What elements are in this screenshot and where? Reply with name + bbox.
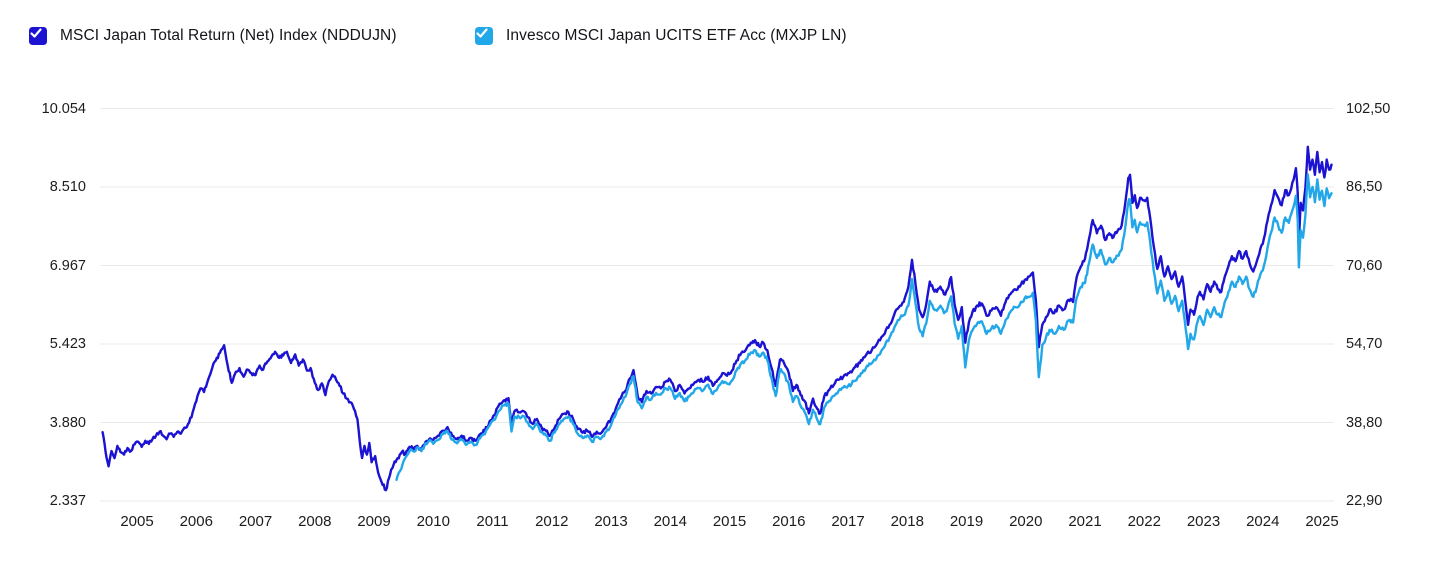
checkbox-checked-icon[interactable] [475,27,493,45]
y-axis-left-tick-label: 2.337 [49,493,86,509]
x-axis-year-tick-label: 2013 [594,513,628,530]
checkmark-icon [476,28,488,38]
x-axis-year-tick-label: 2017 [831,513,865,530]
x-axis-year-tick-label: 2019 [949,513,984,530]
legend-item-index[interactable]: MSCI Japan Total Return (Net) Index (NDD… [29,26,397,46]
y-axis-left-tick-label: 5.423 [49,336,86,353]
x-axis-year-tick-label: 2006 [179,513,213,530]
x-axis-year-tick-label: 2020 [1009,513,1043,530]
x-axis-year-tick-label: 2023 [1186,513,1221,530]
legend-label-etf: Invesco MSCI Japan UCITS ETF Acc (MXJP L… [506,27,847,44]
y-axis-right-tick-label: 22,90 [1346,493,1383,509]
y-axis-right-tick-label: 102,50 [1346,100,1391,117]
index-line-series[interactable] [101,145,1333,492]
x-axis-year-tick-label: 2018 [890,513,924,530]
x-axis-year-tick-label: 2007 [238,513,273,530]
horizontal-gridlines [100,108,1334,502]
checkbox-checked-icon[interactable] [29,27,47,45]
x-axis-year-tick-label: 2016 [772,513,806,530]
y-axis-right-tick-label: 54,70 [1346,336,1383,353]
x-axis-year-tick-label: 2009 [357,513,391,530]
x-axis-year-tick-label: 2010 [416,513,450,530]
x-axis-year-tick-label: 2022 [1127,513,1161,530]
y-axis-left-tick-label: 10.054 [41,100,86,117]
y-axis-right-tick-label: 86,50 [1346,179,1383,196]
legend-item-etf[interactable]: Invesco MSCI Japan UCITS ETF Acc (MXJP L… [475,26,847,46]
x-axis-year-tick-label: 2015 [712,513,747,530]
y-axis-left-tick-label: 3.880 [49,414,86,431]
etf-line-series[interactable] [395,173,1333,481]
x-axis-year-tick-label: 2025 [1305,513,1339,530]
legend-label-index: MSCI Japan Total Return (Net) Index (NDD… [60,27,397,44]
x-axis-year-tick-label: 2024 [1246,513,1280,530]
x-axis-year-tick-label: 2008 [298,513,332,530]
x-axis-year-tick-label: 2011 [476,513,509,530]
x-axis-year-tick-label: 2014 [653,513,687,530]
x-axis-year-tick-label: 2021 [1068,513,1102,530]
y-axis-left-tick-label: 8.510 [49,179,86,196]
y-axis-right-tick-label: 70,60 [1346,257,1383,274]
checkmark-icon [30,28,42,38]
x-axis-year-tick-label: 2005 [120,513,154,530]
y-axis-left-tick-label: 6.967 [49,257,86,274]
x-axis-year-tick-label: 2012 [535,513,569,530]
y-axis-right-tick-label: 38,80 [1346,414,1383,431]
